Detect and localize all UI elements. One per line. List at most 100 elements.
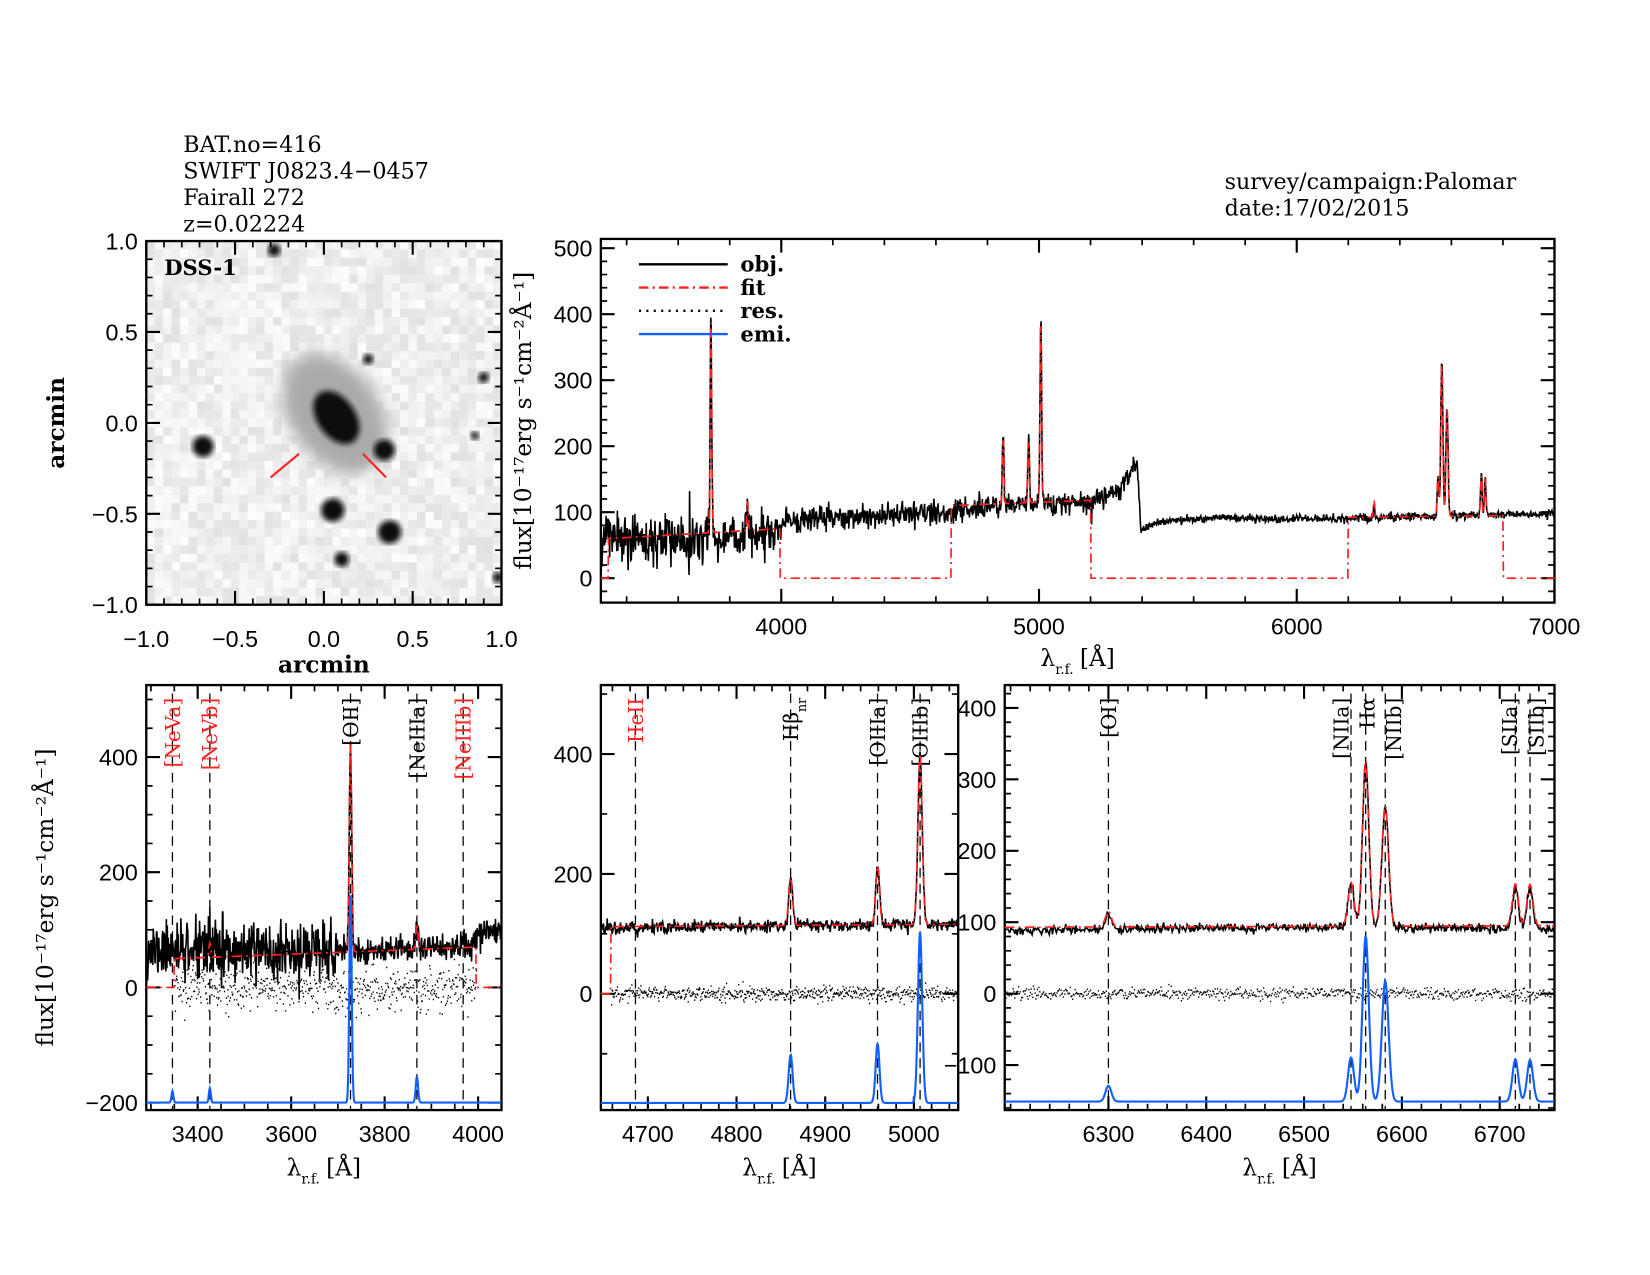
sky-pixel	[222, 503, 231, 512]
sky-pixel	[400, 266, 409, 275]
sky-pixel	[171, 376, 181, 385]
sky-pixel	[374, 334, 384, 343]
sky-pixel	[391, 579, 400, 588]
sky-pixel	[213, 291, 223, 301]
sky-pixel	[239, 494, 248, 504]
sky-pixel	[450, 334, 460, 343]
x-tick-label: 3800	[359, 1121, 411, 1147]
sky-pixel	[197, 520, 206, 529]
sky-pixel	[188, 393, 198, 402]
sky-pixel	[425, 494, 434, 504]
sky-pixel	[146, 579, 155, 588]
sky-pixel	[230, 410, 240, 419]
sky-pixel	[281, 452, 291, 461]
sky-pixel	[383, 334, 392, 343]
sky-pixel	[290, 469, 299, 478]
sky-pixel	[315, 274, 324, 284]
sky-pixel	[230, 350, 240, 360]
sky-pixel	[264, 384, 274, 394]
sky-pixel	[433, 511, 443, 521]
sky-pixel	[484, 553, 494, 563]
sky-pixel	[306, 562, 316, 571]
sky-pixel	[391, 545, 400, 554]
sky-pixel	[154, 257, 164, 267]
x-tick-label: 5000	[1013, 613, 1065, 639]
sky-pixel	[264, 528, 274, 538]
sky-pixel	[239, 460, 248, 470]
sky-pixel	[273, 520, 282, 529]
line-label-text: [NIIb]	[1382, 698, 1406, 760]
sky-pixel	[239, 325, 248, 335]
star	[492, 572, 502, 583]
sky-pixel	[383, 376, 392, 385]
sky-pixel	[205, 553, 214, 563]
sky-pixel	[222, 596, 231, 605]
sky-pixel	[281, 579, 291, 588]
sky-pixel	[281, 308, 291, 318]
sky-pixel	[493, 325, 502, 335]
sky-pixel	[247, 545, 257, 554]
sky-pixel	[154, 427, 164, 436]
legend-label: res.	[740, 298, 784, 323]
sky-pixel	[493, 452, 502, 461]
sky-pixel	[416, 587, 426, 597]
sky-pixel	[163, 503, 172, 512]
sky-pixel	[264, 520, 274, 529]
sky-pixel	[154, 452, 164, 461]
sky-pixel	[383, 511, 392, 521]
sky-pixel	[256, 570, 265, 580]
sky-pixel	[408, 410, 417, 419]
sky-pixel	[332, 469, 341, 478]
sky-pixel	[171, 528, 181, 538]
sky-pixel	[493, 444, 502, 453]
sky-pixel	[433, 486, 443, 495]
sky-pixel	[383, 570, 392, 580]
sky-pixel	[442, 418, 451, 428]
line-label: [NeIIIb]	[452, 698, 476, 780]
x-axis-unit: [Å]	[782, 1152, 817, 1182]
sky-pixel	[493, 477, 502, 487]
sky-pixel	[366, 596, 375, 605]
sky-pixel	[281, 427, 291, 436]
x-axis-subscript: r.f.	[1055, 662, 1073, 678]
sky-pixel	[349, 553, 358, 563]
sky-pixel	[247, 427, 257, 436]
sky-pixel	[298, 486, 307, 495]
sky-pixel	[400, 511, 409, 521]
sky-pixel	[476, 241, 485, 250]
sky-pixel	[459, 452, 468, 461]
sky-pixel	[256, 418, 265, 428]
sky-pixel	[340, 283, 350, 292]
sky-pixel	[163, 257, 172, 267]
sky-pixel	[442, 367, 451, 377]
sky-pixel	[154, 274, 164, 284]
sky-pixel	[290, 266, 299, 275]
sky-pixel	[425, 528, 434, 538]
sky-pixel	[146, 469, 155, 478]
sky-pixel	[476, 334, 485, 343]
sky-pixel	[476, 528, 485, 538]
sky-pixel	[493, 249, 502, 258]
line-label-text: [NeIIIa]	[405, 698, 429, 779]
sky-pixel	[306, 291, 316, 301]
sky-pixel	[425, 469, 434, 478]
sky-pixel	[256, 291, 265, 301]
sky-pixel	[222, 477, 231, 487]
x-tick-label: 4000	[755, 613, 807, 639]
sky-pixel	[433, 266, 443, 275]
sky-pixel	[493, 317, 502, 326]
sky-pixel	[256, 249, 265, 258]
sky-pixel	[290, 257, 299, 267]
sky-pixel	[476, 553, 485, 563]
sky-pixel	[188, 334, 198, 343]
sky-pixel	[306, 241, 316, 250]
sky-pixel	[306, 342, 316, 351]
sky-pixel	[180, 317, 189, 326]
sky-pixel	[391, 469, 400, 478]
sky-pixel	[213, 537, 223, 546]
sky-pixel	[205, 249, 214, 258]
sky-pixel	[467, 376, 477, 385]
sky-pixel	[493, 503, 502, 512]
sky-pixel	[247, 274, 257, 284]
sky-pixel	[256, 553, 265, 563]
